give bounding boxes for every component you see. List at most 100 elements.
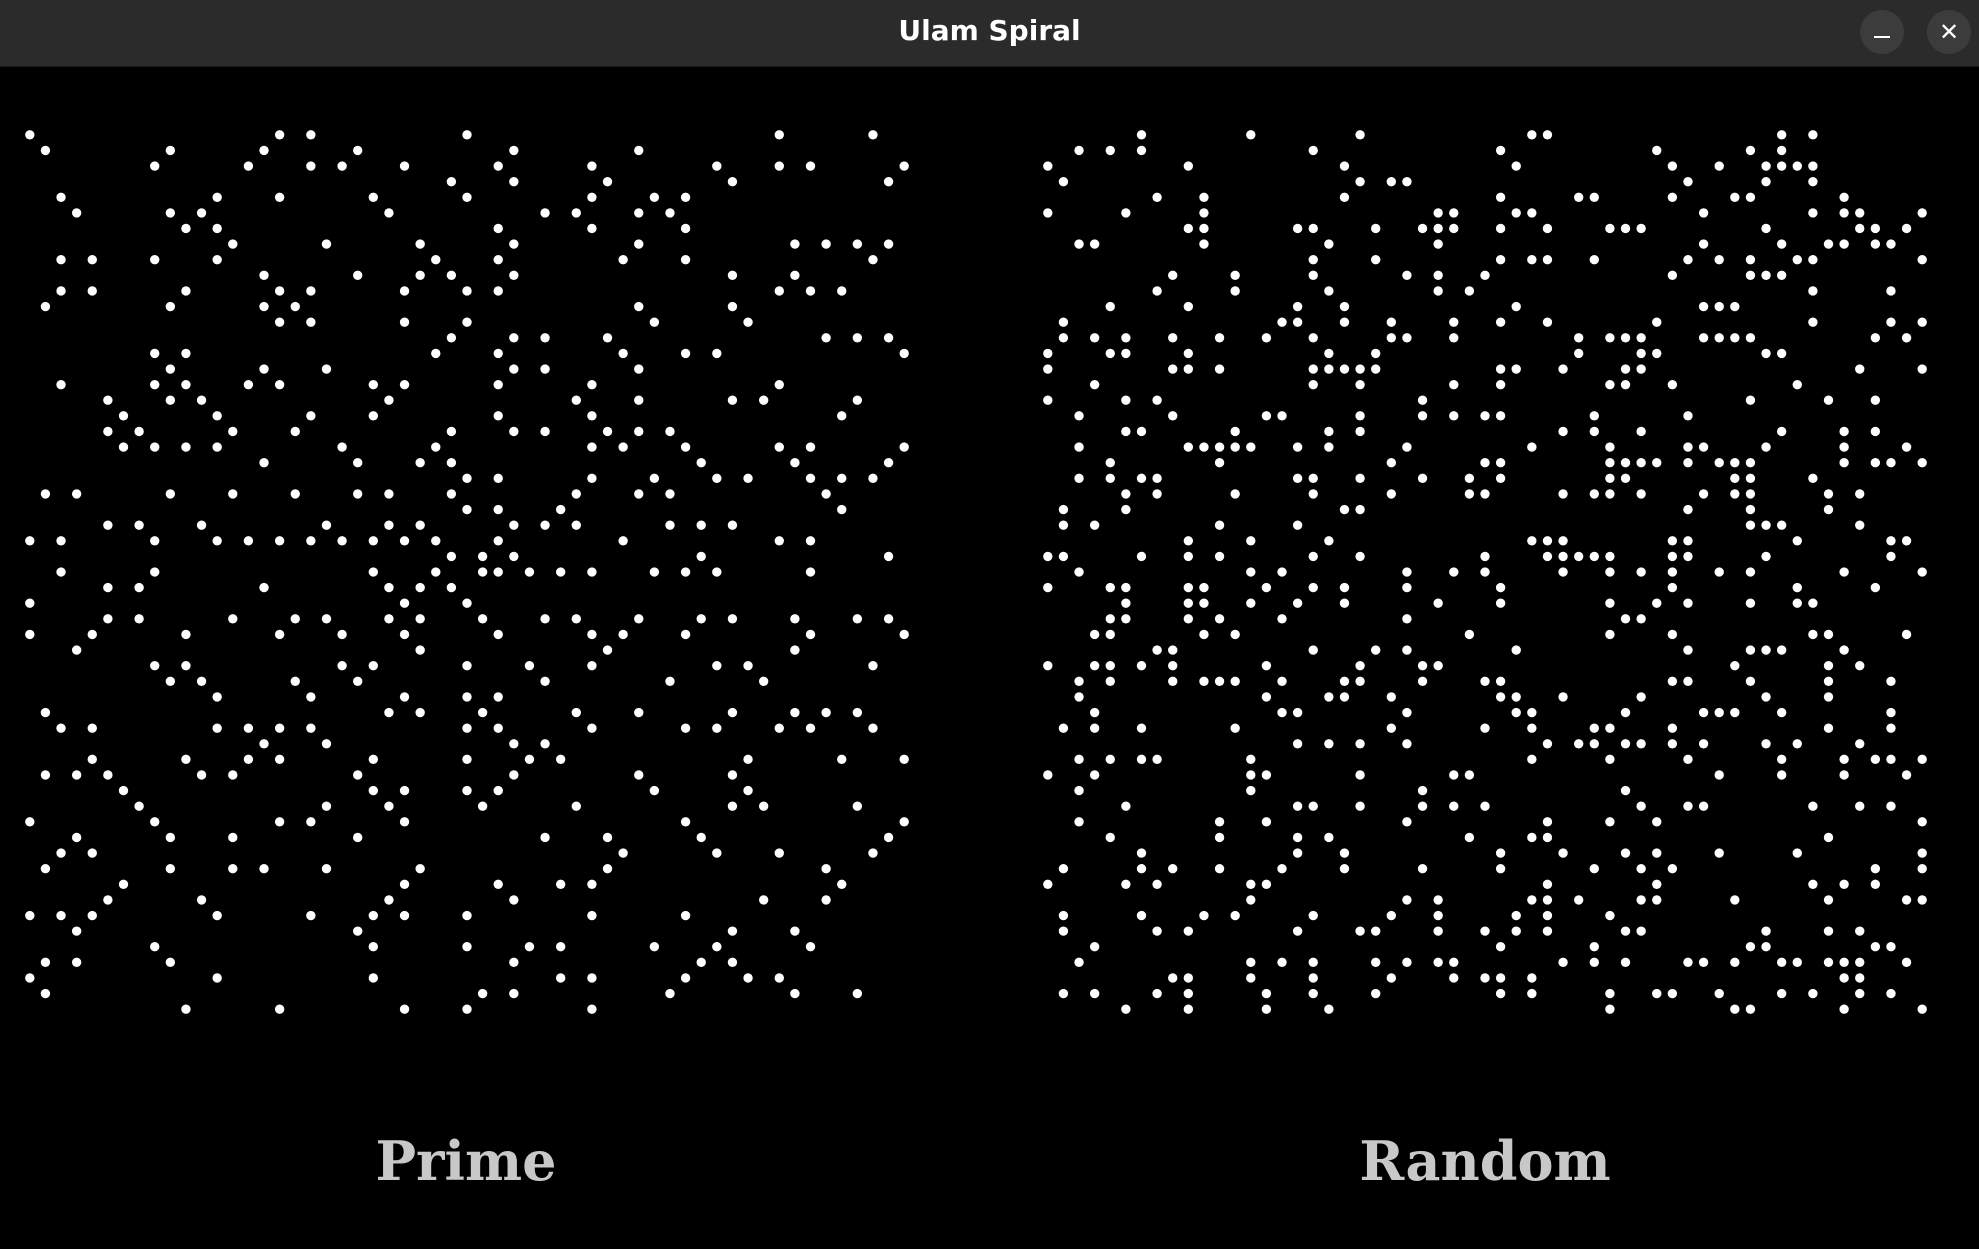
random-dot bbox=[1246, 598, 1256, 608]
prime-label: Prime bbox=[375, 1129, 557, 1193]
random-dot bbox=[1261, 770, 1272, 780]
prime-dot bbox=[87, 629, 97, 640]
random-dot bbox=[1589, 863, 1599, 874]
prime-dot bbox=[587, 379, 597, 390]
prime-dot bbox=[462, 754, 472, 765]
random-dot bbox=[1105, 754, 1115, 765]
prime-dot bbox=[805, 723, 816, 733]
random-dot bbox=[1636, 458, 1646, 468]
random-dot bbox=[1823, 239, 1834, 249]
prime-dot bbox=[196, 676, 207, 686]
prime-dot bbox=[274, 629, 285, 640]
random-dot bbox=[1823, 895, 1834, 905]
random-dot bbox=[1667, 551, 1678, 562]
random-dot bbox=[1605, 1004, 1615, 1014]
random-dot bbox=[1652, 348, 1662, 359]
prime-dot bbox=[368, 661, 378, 671]
random-dot bbox=[1558, 957, 1568, 968]
random-dot bbox=[1855, 988, 1865, 999]
random-dot bbox=[1776, 426, 1787, 437]
random-dot bbox=[1652, 598, 1662, 608]
random-dot bbox=[1636, 692, 1646, 702]
prime-dot bbox=[56, 192, 66, 202]
prime-dot bbox=[103, 582, 113, 593]
random-dot bbox=[1371, 988, 1381, 999]
random-dot bbox=[1168, 973, 1178, 983]
prime-dot bbox=[634, 239, 644, 249]
random-dot bbox=[1152, 926, 1162, 936]
prime-dot bbox=[509, 426, 519, 437]
prime-dot bbox=[274, 723, 285, 733]
prime-dot bbox=[462, 723, 472, 733]
minimize-button[interactable] bbox=[1860, 10, 1904, 54]
random-dot bbox=[1901, 770, 1912, 780]
prime-dot bbox=[384, 895, 394, 905]
prime-dot bbox=[56, 286, 66, 296]
random-dot bbox=[1714, 301, 1724, 312]
random-dot bbox=[1464, 629, 1475, 640]
random-dot bbox=[1761, 348, 1771, 359]
random-dot bbox=[1761, 223, 1771, 234]
prime-dot bbox=[587, 629, 597, 640]
close-button[interactable]: ✕ bbox=[1927, 10, 1971, 54]
prime-dot bbox=[25, 598, 35, 608]
prime-dot bbox=[587, 473, 597, 483]
prime-dot bbox=[540, 614, 550, 624]
prime-dot bbox=[790, 270, 800, 281]
prime-dot bbox=[556, 879, 566, 889]
random-dot bbox=[1589, 957, 1599, 968]
random-dot bbox=[1542, 817, 1553, 827]
prime-dot bbox=[134, 801, 144, 811]
prime-dot bbox=[87, 910, 97, 921]
random-dot bbox=[1870, 942, 1881, 952]
random-dot bbox=[1214, 458, 1225, 468]
prime-dot bbox=[337, 161, 347, 171]
prime-dot bbox=[587, 723, 597, 733]
prime-dot bbox=[212, 536, 222, 546]
prime-dot bbox=[696, 832, 706, 843]
random-dot bbox=[1495, 676, 1506, 686]
prime-dot bbox=[274, 379, 285, 390]
prime-dot bbox=[524, 567, 535, 577]
random-dot bbox=[1808, 176, 1818, 187]
random-spiral-plot bbox=[1043, 130, 1927, 1014]
random-dot bbox=[1074, 567, 1084, 577]
prime-dot bbox=[790, 239, 800, 249]
prime-dot bbox=[134, 520, 144, 530]
prime-dot bbox=[431, 536, 441, 546]
prime-dot bbox=[477, 707, 488, 718]
random-dot bbox=[1917, 567, 1927, 577]
prime-dot bbox=[259, 145, 269, 156]
random-dot bbox=[1589, 255, 1599, 265]
random-dot bbox=[1730, 333, 1740, 343]
random-dot bbox=[1839, 957, 1849, 968]
random-dot bbox=[1730, 1004, 1740, 1014]
random-dot bbox=[1417, 785, 1428, 796]
random-dot bbox=[1043, 582, 1053, 593]
random-dot bbox=[1542, 536, 1553, 546]
prime-dot bbox=[368, 910, 378, 921]
random-dot bbox=[1324, 832, 1334, 843]
random-dot bbox=[1339, 582, 1350, 593]
prime-dot bbox=[587, 661, 597, 671]
prime-dot bbox=[337, 536, 347, 546]
random-dot bbox=[1495, 692, 1506, 702]
prime-dot bbox=[212, 723, 222, 733]
prime-dot bbox=[556, 504, 566, 515]
title-bar[interactable]: Ulam Spiral ✕ bbox=[0, 0, 1979, 67]
random-dot bbox=[1776, 520, 1787, 530]
random-dot bbox=[1230, 629, 1240, 640]
random-dot bbox=[1776, 707, 1787, 718]
random-dot bbox=[1855, 739, 1865, 749]
random-dot bbox=[1292, 520, 1303, 530]
random-dot bbox=[1808, 130, 1818, 140]
random-dot bbox=[1214, 832, 1225, 843]
prime-dot bbox=[821, 333, 831, 343]
random-dot bbox=[1886, 942, 1896, 952]
random-dot bbox=[1620, 473, 1631, 483]
random-dot bbox=[1433, 239, 1443, 249]
prime-dot bbox=[727, 707, 738, 718]
prime-dot bbox=[821, 863, 831, 874]
random-dot bbox=[1901, 442, 1912, 452]
random-dot bbox=[1495, 379, 1506, 390]
